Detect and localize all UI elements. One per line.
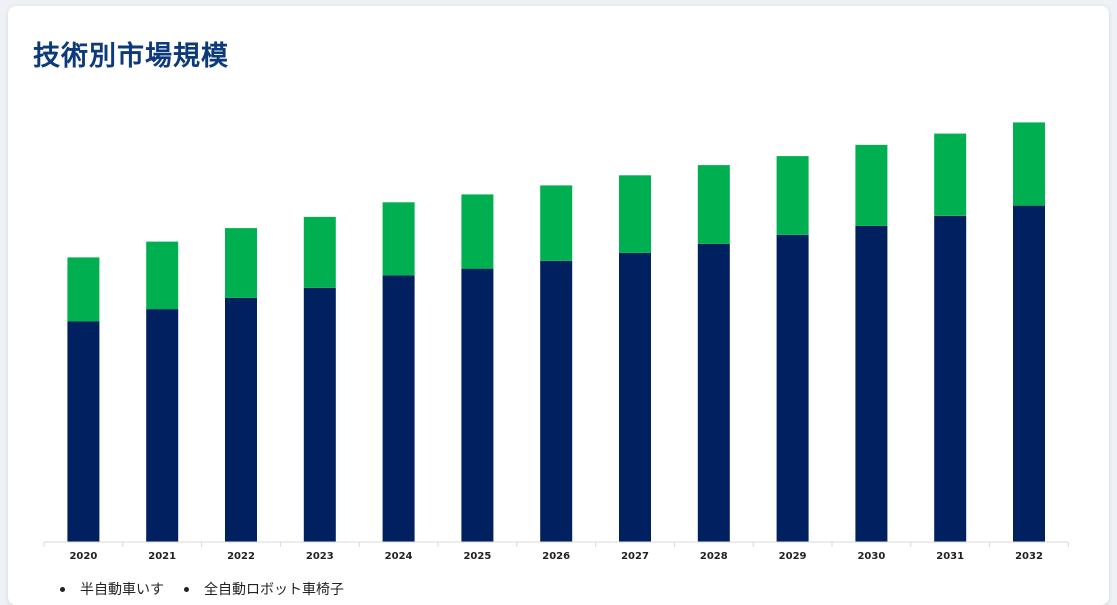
bar-segment-2022-full-auto	[225, 228, 257, 298]
bar-segment-2021-full-auto	[146, 241, 179, 310]
x-tick-label: 2031	[936, 551, 964, 562]
bar-segment-2023-semi-auto	[303, 287, 336, 543]
bar-segment-2020-semi-auto	[67, 321, 100, 542]
bar-segment-2027-full-auto	[619, 175, 651, 253]
bar-segment-2031-full-auto	[934, 133, 967, 216]
x-tick-label: 2020	[69, 551, 97, 562]
bar-group	[67, 122, 1045, 543]
bar-segment-2029-semi-auto	[776, 234, 809, 542]
bar-segment-2030-full-auto	[855, 144, 888, 226]
bar-segment-2029-full-auto	[776, 156, 809, 235]
x-tick-label: 2029	[779, 551, 807, 562]
x-tick-label: 2028	[700, 551, 728, 562]
bar-segment-2023-full-auto	[303, 216, 336, 288]
legend-item-semi-auto: 半自動車いす	[60, 579, 164, 599]
bar-segment-2026-semi-auto	[540, 260, 573, 543]
x-axis-ticks: 2020 2021 2022 2023 2024 2025 2026 2027 2028 2029…	[43, 542, 1069, 562]
bar-segment-2021-semi-auto	[146, 309, 179, 542]
bar-segment-2032-full-auto	[1013, 122, 1045, 206]
bar-segment-2024-semi-auto	[382, 275, 415, 542]
bar-segment-2020-full-auto	[67, 257, 100, 322]
bar-segment-2022-semi-auto	[225, 297, 257, 542]
chart-card: 技術別市場規模 2020 2021 2022 2023 2024 2025 2026 2027…	[8, 6, 1109, 605]
legend-label: 全自動ロボット車椅子	[204, 582, 344, 598]
bar-segment-2028-semi-auto	[697, 243, 730, 542]
x-tick-label: 2024	[385, 551, 413, 562]
bar-segment-2026-full-auto	[540, 185, 573, 261]
bar-segment-2027-semi-auto	[619, 252, 651, 542]
chart-legend: 半自動車いす 全自動ロボット車椅子	[60, 579, 364, 599]
x-tick-label: 2027	[621, 551, 649, 562]
legend-label: 半自動車いす	[80, 582, 164, 598]
x-tick-label: 2023	[306, 551, 334, 562]
bar-segment-2025-full-auto	[461, 194, 494, 269]
x-tick-label: 2032	[1015, 551, 1043, 562]
bar-segment-2024-full-auto	[382, 202, 415, 276]
legend-bullet-icon	[184, 586, 189, 592]
stacked-bar-chart: 2020 2021 2022 2023 2024 2025 2026 2027 2028 2029…	[43, 122, 1069, 562]
legend-bullet-icon	[60, 586, 65, 592]
legend-item-full-auto: 全自動ロボット車椅子	[184, 579, 344, 599]
x-tick-label: 2021	[148, 551, 176, 562]
page-title: 技術別市場規模	[33, 41, 229, 72]
bar-segment-2025-semi-auto	[461, 268, 494, 542]
x-tick-label: 2025	[463, 551, 491, 562]
x-tick-label: 2030	[857, 551, 885, 562]
bar-segment-2032-semi-auto	[1013, 205, 1045, 542]
x-tick-label: 2026	[542, 551, 570, 562]
bar-segment-2028-full-auto	[697, 165, 730, 244]
bar-segment-2031-semi-auto	[934, 215, 967, 543]
x-tick-label: 2022	[227, 551, 255, 562]
bar-segment-2030-semi-auto	[855, 225, 888, 542]
